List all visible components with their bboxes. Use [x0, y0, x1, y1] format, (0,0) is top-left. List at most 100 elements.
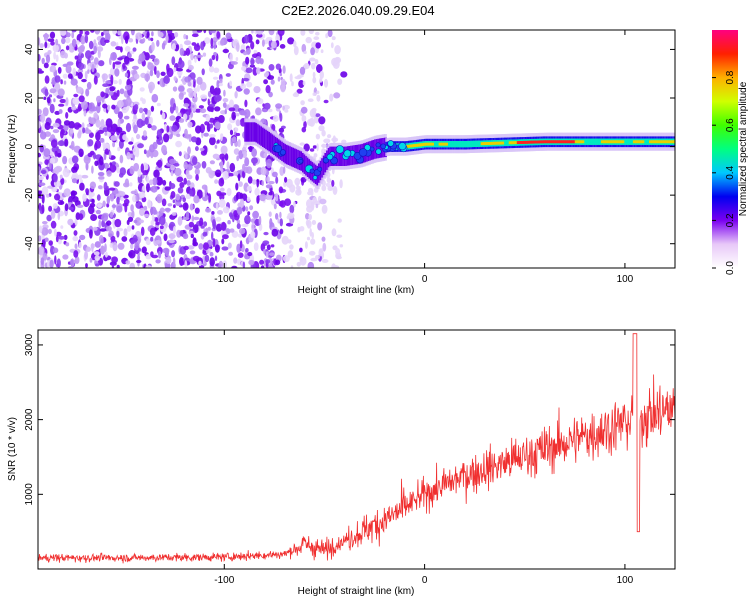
ridge-peak — [542, 140, 547, 144]
spectrogram-speckle — [50, 209, 56, 219]
spectrogram-speckle — [89, 181, 96, 190]
spectrogram-speckle — [250, 231, 256, 239]
spectrogram-speckle — [321, 144, 327, 148]
spectrogram-speckle — [339, 179, 343, 189]
spectrogram-speckle — [110, 74, 114, 84]
spectrogram-speckle — [272, 171, 278, 178]
spectrogram-speckle — [41, 186, 49, 196]
spectrogram-speckle — [143, 107, 148, 113]
spectrogram-speckle — [294, 91, 298, 96]
spectrogram-speckle — [148, 179, 154, 186]
spectrogram-speckle — [87, 152, 93, 158]
spectrogram-speckle — [237, 252, 244, 258]
spectrogram-speckle — [229, 52, 234, 62]
spectrogram-speckle — [236, 155, 240, 162]
spectrogram-speckle — [191, 33, 199, 38]
spectrogram-speckle — [95, 119, 101, 128]
spectrogram-speckle — [312, 92, 317, 96]
spectrogram-speckle — [182, 202, 189, 211]
spectrogram-speckle — [251, 30, 254, 34]
ridge-mid — [594, 138, 599, 145]
spectrogram-speckle — [130, 243, 134, 249]
spectrogram-speckle — [178, 85, 185, 92]
spectrogram-speckle — [266, 36, 273, 41]
spectrogram-speckle — [88, 205, 95, 215]
spectrogram-speckle — [310, 238, 316, 245]
spectrogram-speckle — [214, 169, 222, 178]
spectrogram-speckle — [210, 37, 214, 47]
spectrogram-speckle — [212, 153, 220, 159]
spectrogram-speckle — [169, 183, 176, 189]
spectrogram-speckle — [102, 30, 107, 35]
spectrogram-speckle — [92, 226, 98, 231]
spectrogram-speckle — [127, 216, 134, 222]
spectrogram-heatmap — [38, 30, 675, 268]
spectrogram-speckle — [199, 217, 204, 227]
spectrogram-speckle — [183, 103, 190, 108]
spectrogram-speckle — [41, 227, 49, 236]
spectrogram-speckle — [192, 81, 196, 88]
spectrogram-speckle — [253, 86, 261, 94]
spectrogram-speckle — [58, 103, 65, 107]
spectrogram-speckle — [65, 97, 69, 107]
spectrogram-speckle — [246, 185, 252, 192]
ridge-peak — [416, 143, 420, 147]
spectrogram-speckle — [245, 248, 249, 253]
spectrogram-panel: -100 0 100 -40 -20 0 20 40 Height of straight l… — [7, 29, 676, 296]
spectrogram-speckle — [268, 64, 275, 71]
spectrogram-speckle — [102, 143, 110, 151]
spectrogram-speckle — [150, 251, 154, 257]
spectrogram-speckle — [172, 225, 176, 235]
spectrogram-speckle — [299, 226, 305, 232]
snr-ylabel: SNR (10 * v/v) — [7, 417, 18, 481]
ridge-peak — [524, 140, 529, 144]
spectrogram-speckle — [217, 210, 223, 215]
spectrogram-speckle — [93, 75, 98, 85]
spectrogram-speckle — [239, 192, 244, 200]
spectrogram-speckle — [248, 145, 253, 153]
spectrogram-speckle — [218, 115, 225, 123]
spectrogram-speckle — [183, 134, 190, 139]
spectrogram-speckle — [140, 97, 144, 102]
spectrogram-speckle — [200, 149, 207, 156]
spectrogram-speckle — [102, 200, 106, 208]
spectrogram-speckle — [173, 204, 176, 209]
spectrogram-speckle — [275, 213, 279, 220]
ridge-mid — [446, 141, 450, 148]
spectrogram-speckle — [265, 259, 271, 264]
spectrogram-speckle — [239, 240, 243, 249]
ridge-peak — [640, 140, 645, 144]
ridge-mid — [506, 139, 511, 146]
spectrogram-speckle — [201, 161, 207, 169]
spectrogram-speckle — [273, 203, 277, 210]
spectrogram-speckle — [315, 133, 321, 140]
ridge-mid — [592, 138, 597, 145]
spectrogram-speckle — [214, 144, 218, 149]
spectrogram-speckle — [229, 212, 233, 218]
spectrogram-speckle — [312, 109, 316, 118]
ridge-peak — [610, 140, 615, 144]
spectrogram-speckle — [101, 213, 109, 222]
spectrogram-speckle — [321, 129, 326, 137]
spectrogram-speckle — [119, 191, 126, 197]
spectrogram-speckle — [185, 211, 190, 219]
spectrogram-axes: -100 0 100 -40 -20 0 20 40 — [24, 30, 675, 285]
spectrogram-speckle — [85, 88, 90, 97]
ridge-mid — [502, 139, 507, 147]
spectrogram-speckle — [310, 257, 318, 262]
spectrogram-speckle — [103, 162, 110, 169]
spectrogram-speckle — [121, 107, 128, 114]
spectrogram-speckle — [81, 174, 89, 179]
spectrogram-speckle — [78, 213, 84, 221]
spectrogram-speckle — [263, 79, 268, 85]
spectrogram-speckle — [72, 196, 79, 203]
spectrogram-speckle — [211, 231, 214, 241]
spectrogram-speckle — [217, 139, 220, 144]
spectrogram-speckle — [110, 235, 116, 242]
ridge-mid — [450, 141, 454, 148]
spectrogram-speckle — [327, 30, 333, 38]
spectrogram-speckle — [281, 235, 289, 245]
spectrogram-speckle — [132, 47, 137, 52]
spectrogram-speckle — [98, 219, 102, 229]
ridge-peak — [657, 140, 661, 144]
